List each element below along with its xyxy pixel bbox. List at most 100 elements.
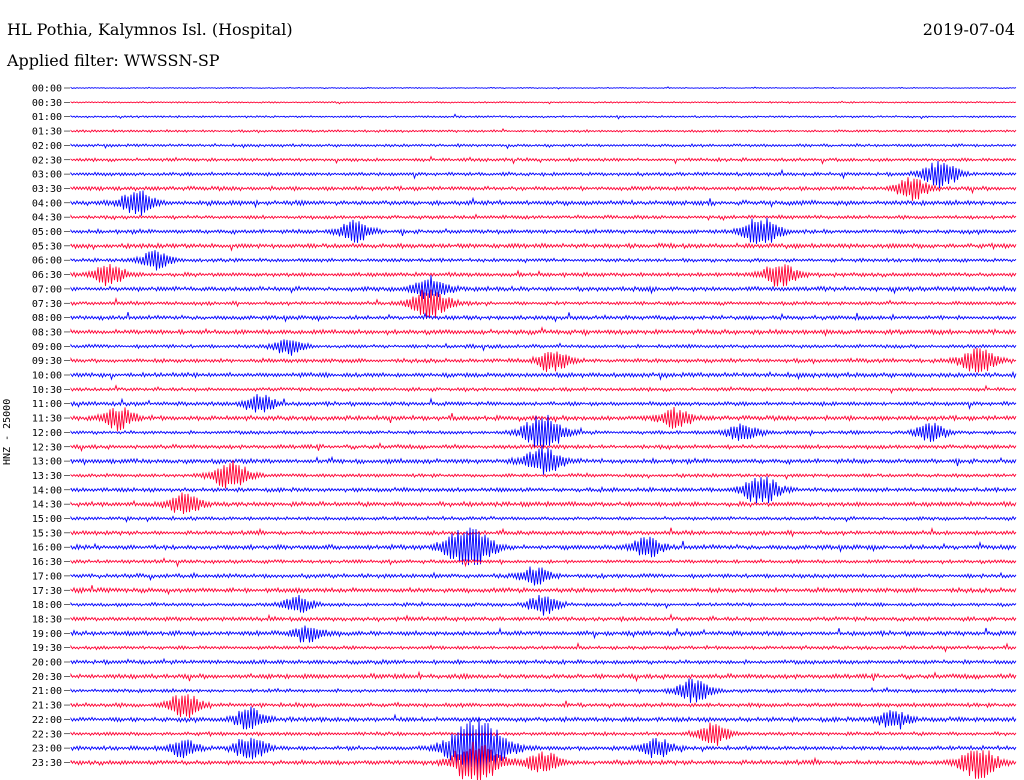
row-label: 01:00: [32, 112, 62, 123]
trace-row-2230: [70, 722, 1017, 746]
trace-row-1730: [70, 585, 1017, 596]
trace-row-2030: [70, 670, 1017, 683]
row-label: 03:00: [32, 170, 62, 181]
row-label: 22:30: [32, 729, 62, 740]
row-label: 11:00: [32, 399, 62, 410]
trace-row-0030: [70, 100, 1017, 105]
row-label: 21:00: [32, 686, 62, 697]
row-label: 16:00: [32, 543, 62, 554]
row-label: 12:00: [32, 428, 62, 439]
row-label: 08:00: [32, 313, 62, 324]
row-label: 05:00: [32, 227, 62, 238]
row-label: 06:00: [32, 256, 62, 267]
trace-row-2000: [70, 657, 1017, 666]
filter-label: Applied filter: WWSSN-SP: [7, 51, 220, 70]
row-label: 15:00: [32, 514, 62, 525]
trace-row-1200: [70, 414, 1017, 449]
row-label: 19:30: [32, 643, 62, 654]
trace-row-1800: [70, 594, 1017, 616]
trace-row-0100: [70, 113, 1017, 120]
trace-row-2200: [70, 706, 1017, 730]
trace-row-0900: [70, 339, 1017, 356]
trace-row-0200: [70, 142, 1017, 150]
trace-row-1030: [70, 384, 1017, 395]
row-label: 23:00: [32, 744, 62, 755]
trace-row-1930: [70, 642, 1017, 653]
row-label: 12:30: [32, 442, 62, 453]
trace-row-0730: [70, 289, 1017, 320]
row-label: 16:30: [32, 557, 62, 568]
trace-row-0130: [70, 127, 1017, 134]
row-label: 08:30: [32, 327, 62, 338]
trace-row-2300: [70, 718, 1017, 777]
row-label: 23:30: [32, 758, 62, 769]
trace-row-0300: [70, 160, 1017, 189]
trace-row-0800: [70, 311, 1017, 323]
row-label: 00:00: [32, 84, 62, 95]
trace-row-0930: [70, 347, 1017, 373]
trace-row-0830: [70, 326, 1017, 338]
trace-row-1430: [70, 492, 1017, 515]
trace-row-1630: [70, 557, 1017, 568]
row-label: 02:30: [32, 155, 62, 166]
row-label: 13:30: [32, 471, 62, 482]
trace-row-1100: [70, 394, 1017, 413]
trace-row-0430: [70, 213, 1017, 222]
trace-row-1530: [70, 527, 1017, 538]
trace-row-1500: [70, 515, 1017, 523]
trace-row-2330: [70, 741, 1017, 780]
row-label: 10:30: [32, 385, 62, 396]
trace-row-2100: [70, 678, 1017, 703]
record-date: 2019-07-04: [922, 20, 1015, 39]
row-label: 19:00: [32, 629, 62, 640]
trace-row-1830: [70, 613, 1017, 623]
trace-row-0000: [70, 86, 1017, 90]
row-label: 17:00: [32, 571, 62, 582]
row-label: 22:00: [32, 715, 62, 726]
row-label: 17:30: [32, 586, 62, 597]
trace-row-1330: [70, 460, 1017, 489]
trace-row-0530: [70, 242, 1017, 252]
trace-row-0230: [70, 155, 1017, 165]
row-label: 10:00: [32, 371, 62, 382]
station-title: HL Pothia, Kalymnos Isl. (Hospital): [7, 20, 293, 39]
row-label: 14:30: [32, 500, 62, 511]
trace-row-1600: [70, 527, 1017, 566]
trace-row-0330: [70, 177, 1017, 201]
trace-row-1230: [70, 442, 1017, 453]
trace-row-0600: [70, 250, 1017, 271]
row-label: 09:00: [32, 342, 62, 353]
row-label: 01:30: [32, 127, 62, 138]
row-label: 07:30: [32, 299, 62, 310]
trace-row-1400: [70, 476, 1017, 504]
row-label: 05:30: [32, 241, 62, 252]
row-label: 04:00: [32, 198, 62, 209]
trace-row-1900: [70, 625, 1017, 643]
row-label: 02:00: [32, 141, 62, 152]
trace-row-2130: [70, 694, 1017, 719]
row-label: 14:00: [32, 485, 62, 496]
row-label: 09:30: [32, 356, 62, 367]
row-label: 07:00: [32, 284, 62, 295]
row-label: 11:30: [32, 414, 62, 425]
row-label: 15:30: [32, 528, 62, 539]
row-label: 04:30: [32, 213, 62, 224]
trace-row-1000: [70, 370, 1017, 381]
row-label: 21:30: [32, 701, 62, 712]
row-label: 20:30: [32, 672, 62, 683]
row-label: 13:00: [32, 457, 62, 468]
trace-row-1130: [70, 406, 1017, 432]
trace-row-0700: [70, 275, 1017, 300]
row-label: 00:30: [32, 98, 62, 109]
trace-row-1300: [70, 445, 1017, 475]
row-label: 18:30: [32, 614, 62, 625]
row-label: 20:00: [32, 658, 62, 669]
trace-row-1700: [70, 566, 1017, 586]
trace-row-0630: [70, 263, 1017, 287]
trace-row-0400: [70, 190, 1017, 216]
row-label: 06:30: [32, 270, 62, 281]
row-label: 18:00: [32, 600, 62, 611]
row-label: 03:30: [32, 184, 62, 195]
trace-row-0500: [70, 217, 1017, 244]
